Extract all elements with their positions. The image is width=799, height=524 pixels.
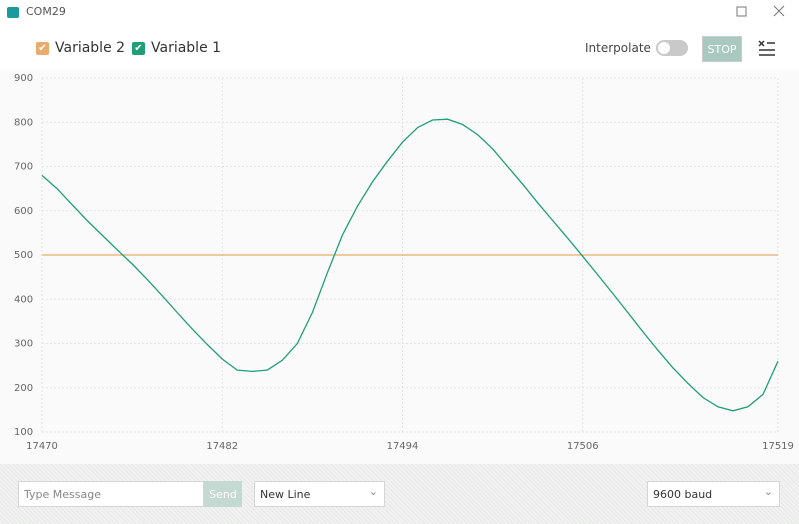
y-tick-label: 200 <box>14 383 33 394</box>
y-tick-label: 400 <box>14 294 33 305</box>
line-ending-select[interactable]: New Line <box>254 481 385 507</box>
x-tick-label: 17470 <box>26 441 58 452</box>
plot-area <box>0 70 799 464</box>
legend-label: Variable 1 <box>151 40 222 56</box>
message-placeholder: Type Message <box>24 487 101 501</box>
legend-checkbox[interactable]: ✔ <box>132 41 145 55</box>
stop-button[interactable]: STOP <box>702 36 742 62</box>
window-title: COM29 <box>26 5 66 18</box>
legend-checkbox[interactable]: ✔ <box>36 41 49 55</box>
y-tick-label: 900 <box>14 73 33 84</box>
y-tick-label: 600 <box>14 206 33 217</box>
legend-label: Variable 2 <box>55 40 126 56</box>
x-tick-label: 17482 <box>206 441 238 452</box>
send-label: Send <box>209 487 237 501</box>
series-line <box>41 118 779 412</box>
chart: 100 200 300 400 500 600 700 800 900 17470 17482 174… <box>0 70 799 464</box>
x-tick-label: 17506 <box>567 441 599 452</box>
interpolate-toggle[interactable] <box>656 40 688 56</box>
baud-label: 9600 baud <box>653 487 713 501</box>
message-input[interactable]: Type Message <box>18 481 204 507</box>
stop-label: STOP <box>707 42 737 56</box>
toolbar: ✔ Variable 2 ✔ Variable 1 Interpolate ST… <box>0 30 799 68</box>
y-tick-label: 100 <box>14 427 33 438</box>
y-tick-label: 300 <box>14 339 33 350</box>
line-ending-label: New Line <box>260 487 311 501</box>
interpolate-label: Interpolate <box>585 41 651 55</box>
footer: Type Message Send New Line 9600 baud <box>0 464 799 524</box>
baud-select[interactable]: 9600 baud <box>647 481 780 507</box>
x-tick-label: 17519 <box>762 441 794 452</box>
y-tick-label: 700 <box>14 162 33 173</box>
y-tick-label: 800 <box>14 117 33 128</box>
send-button[interactable]: Send <box>204 481 242 507</box>
legend-item[interactable]: ✔ Variable 1 <box>132 40 221 56</box>
y-tick-label: 500 <box>14 250 33 261</box>
x-tick-label: 17494 <box>387 441 419 452</box>
clear-button[interactable] <box>758 38 778 58</box>
title-icons <box>7 5 785 18</box>
title-bar: COM29 <box>0 0 799 26</box>
legend-item[interactable]: ✔ Variable 2 <box>36 40 125 56</box>
